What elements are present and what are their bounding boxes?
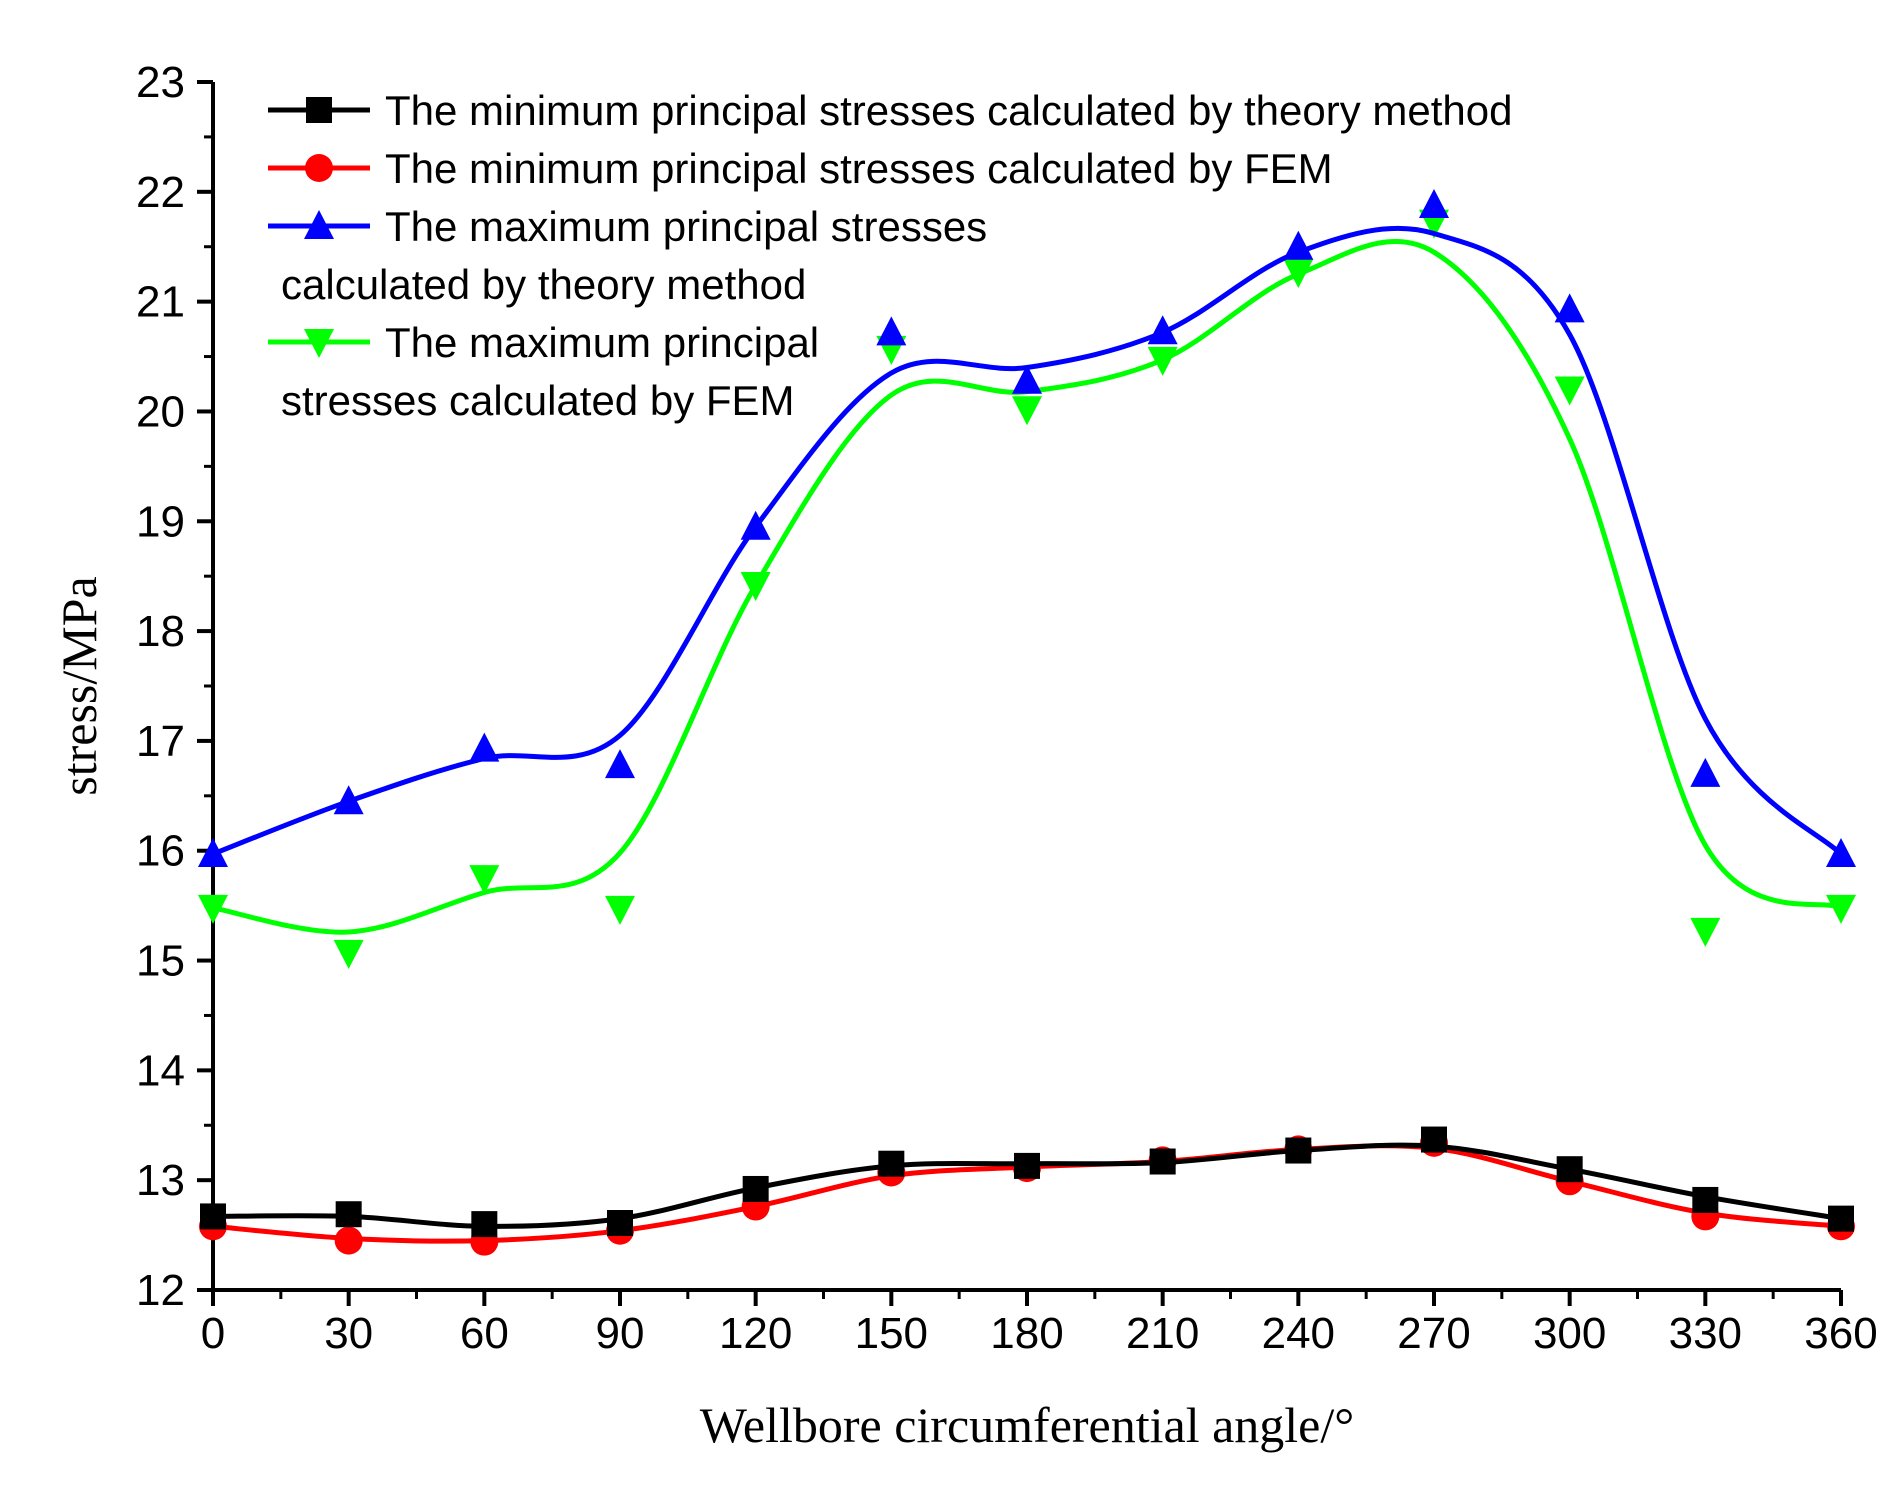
data-point	[1283, 258, 1314, 288]
y-tick-label: 14	[136, 1046, 185, 1095]
chart-series	[198, 188, 1856, 1256]
legend-item: The maximum principal stresses calculated…	[268, 203, 987, 308]
series-1	[199, 1128, 1855, 1256]
y-tick-label: 20	[136, 387, 185, 436]
data-point	[335, 1201, 362, 1228]
data-point	[1012, 396, 1042, 426]
series-line	[212, 239, 1843, 935]
y-tick-label: 16	[136, 827, 185, 876]
x-tick-label: 0	[201, 1309, 225, 1358]
data-point	[876, 316, 907, 346]
legend-marker	[305, 154, 333, 182]
y-tick-label: 12	[136, 1266, 185, 1315]
data-point	[1690, 917, 1721, 947]
chart-axes: 0 30 60 90 120 150 180 210 240 270 300 330 360 12 13 14…	[136, 58, 1878, 1358]
y-tick-label: 19	[136, 497, 185, 546]
x-tick-label: 300	[1533, 1309, 1606, 1358]
x-axis-title: Wellbore circumferential angle/°	[700, 1397, 1355, 1453]
y-tick-label: 21	[136, 278, 185, 327]
data-point	[1826, 838, 1856, 868]
data-point	[198, 894, 228, 924]
legend-label: The maximum principal stresses	[385, 203, 987, 250]
y-tick-label: 22	[136, 168, 185, 217]
data-point	[1690, 757, 1721, 787]
data-point	[469, 732, 500, 762]
data-point	[605, 895, 635, 925]
x-tick-label: 60	[460, 1309, 509, 1358]
data-point	[740, 571, 771, 601]
data-point	[742, 1175, 769, 1202]
data-point	[1147, 346, 1178, 376]
legend-item: The maximum principal stresses calculated…	[268, 319, 819, 424]
data-point	[878, 1150, 905, 1177]
legend-item: The minimum principal stresses calculate…	[268, 145, 1333, 192]
x-tick-label: 210	[1126, 1309, 1199, 1358]
series-2	[198, 188, 1856, 868]
x-tick-label: 90	[596, 1309, 645, 1358]
data-point	[1826, 894, 1856, 924]
y-tick-label: 13	[136, 1156, 185, 1205]
legend-item: The minimum principal stresses calculate…	[268, 87, 1512, 134]
legend-marker	[304, 329, 334, 358]
data-point	[471, 1211, 498, 1238]
data-point	[1828, 1205, 1854, 1232]
x-tick-label: 270	[1397, 1309, 1470, 1358]
y-tick-label: 17	[136, 717, 185, 766]
legend-label: The maximum principal	[385, 319, 819, 366]
data-point	[1692, 1186, 1719, 1213]
data-point	[1149, 1148, 1176, 1175]
data-point	[469, 865, 500, 895]
data-point	[1285, 1137, 1312, 1164]
data-point	[1014, 1152, 1040, 1179]
data-point	[1554, 376, 1585, 406]
data-point	[1012, 364, 1042, 394]
y-tick-label: 15	[136, 937, 185, 986]
legend-label: calculated by theory method	[281, 261, 806, 308]
x-tick-label: 180	[990, 1309, 1063, 1358]
data-point	[200, 1203, 226, 1230]
data-point	[333, 939, 364, 969]
chart-legend: The minimum principal stresses calculate…	[268, 87, 1512, 424]
data-point	[607, 1210, 633, 1237]
legend-label: stresses calculated by FEM	[281, 377, 795, 424]
data-point	[1419, 188, 1449, 218]
data-point	[333, 785, 364, 815]
y-tick-label: 23	[136, 58, 185, 107]
data-point	[1147, 315, 1178, 345]
data-point	[198, 838, 228, 868]
series-0	[200, 1126, 1854, 1238]
data-point	[740, 510, 771, 540]
legend-label: The minimum principal stresses calculate…	[385, 145, 1333, 192]
x-tick-label: 30	[324, 1309, 373, 1358]
legend-marker	[306, 97, 332, 123]
x-tick-label: 240	[1262, 1309, 1335, 1358]
x-tick-label: 150	[855, 1309, 928, 1358]
data-point	[334, 1226, 363, 1255]
x-tick-label: 330	[1669, 1309, 1742, 1358]
y-tick-label: 18	[136, 607, 185, 656]
data-point	[1556, 1156, 1583, 1183]
x-tick-label: 360	[1804, 1309, 1877, 1358]
data-point	[1554, 293, 1585, 323]
data-point	[1421, 1126, 1447, 1153]
legend-label: The minimum principal stresses calculate…	[385, 87, 1512, 134]
data-point	[1283, 230, 1314, 260]
series-line	[212, 225, 1843, 857]
y-axis-title: stress/MPa	[51, 576, 107, 795]
data-point	[605, 749, 635, 779]
x-tick-label: 120	[719, 1309, 792, 1358]
legend-marker	[304, 210, 334, 239]
